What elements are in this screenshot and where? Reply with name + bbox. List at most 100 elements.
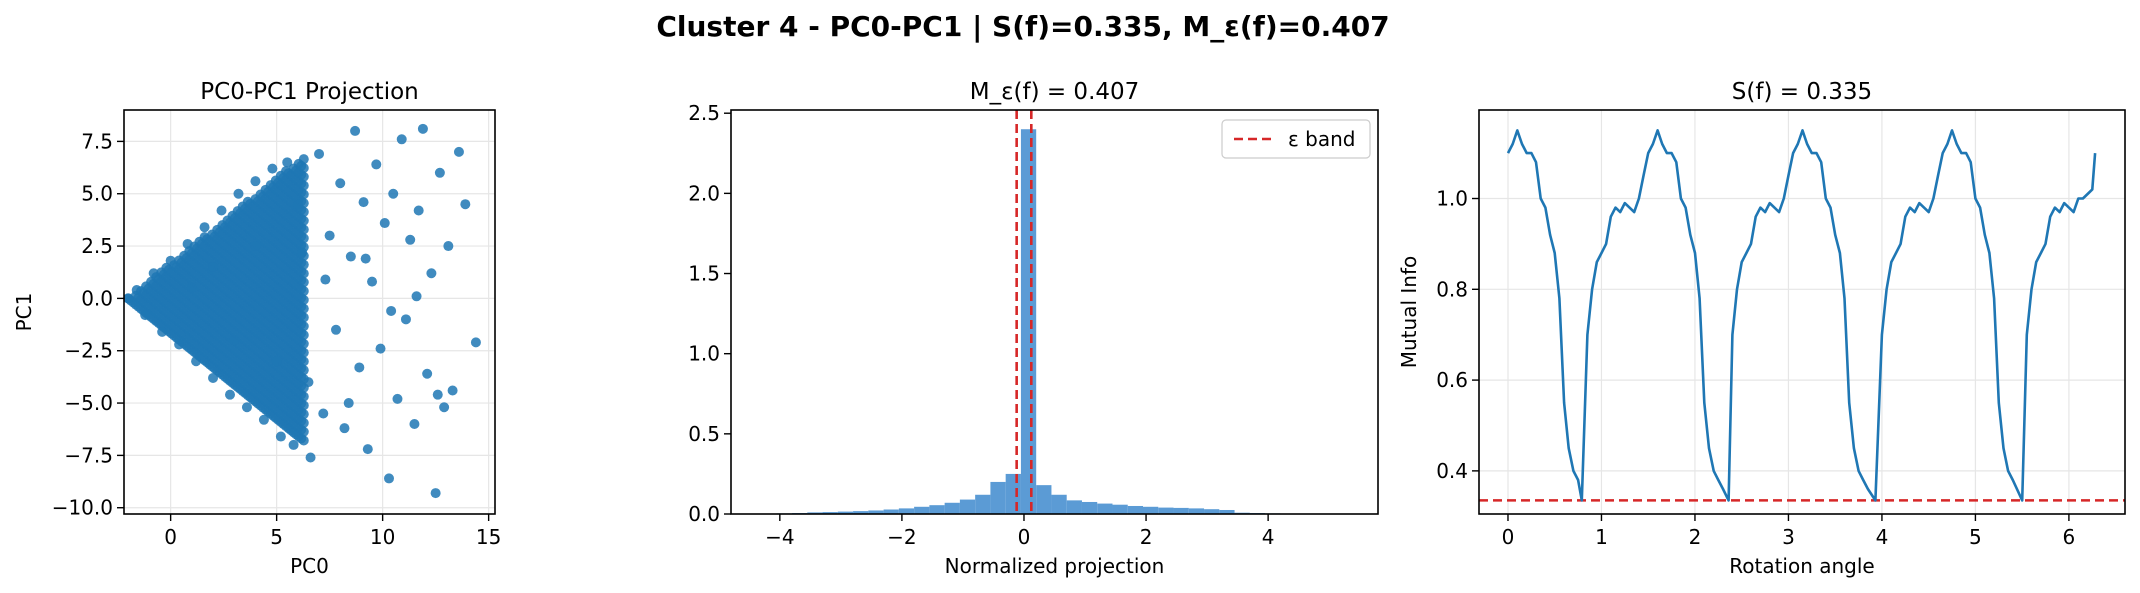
scatter-point (298, 356, 309, 367)
scatter-point (298, 409, 309, 420)
line-x-label: Rotation angle (1729, 554, 1875, 578)
scatter-point (434, 167, 445, 178)
histogram-y-tick-label: 2.5 (688, 101, 720, 125)
scatter-point (298, 189, 309, 200)
mutual-info-line (1506, 129, 2097, 502)
scatter-point (298, 330, 309, 341)
histogram-bar (1081, 501, 1098, 514)
histogram-bar (1051, 494, 1067, 514)
scatter-point (298, 426, 309, 437)
scatter-point (350, 125, 361, 136)
histogram-bar (898, 508, 915, 514)
scatter-point (182, 238, 193, 249)
scatter-point (432, 389, 443, 400)
histogram-bar (1204, 509, 1220, 514)
scatter-point (186, 282, 197, 293)
line-x-ticks: 0 1 2 3 4 5 6 (1502, 514, 2076, 549)
histogram-bar (1005, 473, 1021, 514)
histogram-title: M_ε(f) = 0.407 (970, 79, 1140, 105)
scatter-point (250, 176, 261, 187)
histogram-bar (1112, 504, 1128, 514)
line-x-tick-label: 6 (2063, 525, 2076, 549)
scatter-y-tick-label: 5.0 (81, 182, 113, 206)
scatter-point (314, 148, 325, 159)
scatter-point (275, 431, 286, 442)
histogram-bar (1219, 509, 1235, 514)
scatter-point (443, 241, 454, 252)
scatter-point (460, 199, 471, 210)
histogram-bar (868, 510, 884, 514)
scatter-point (396, 134, 407, 145)
scatter-point (298, 259, 309, 270)
line-y-tick-label: 0.8 (1436, 277, 1468, 301)
scatter-point (208, 372, 219, 383)
line-x-tick-label: 1 (1595, 525, 1608, 549)
scatter-point (422, 368, 433, 379)
histogram-bar (1036, 485, 1052, 514)
scatter-point (384, 473, 394, 484)
scatter-point (298, 417, 309, 428)
histogram-frame (730, 109, 1379, 515)
scatter-y-tick-label: −2.5 (64, 339, 113, 363)
histogram-legend: ε band (1221, 119, 1371, 159)
line-frame (1478, 109, 2126, 515)
histogram-x-ticks: −4 −2 0 2 4 (765, 514, 1274, 549)
scatter-point (298, 268, 309, 279)
scatter-point (409, 418, 420, 429)
scatter-y-ticks: −10.0 −7.5 −5.0 −2.5 0.0 2.5 5.0 7.5 (52, 129, 124, 520)
histogram-bar (929, 505, 945, 514)
scatter-y-tick-label: 0.0 (81, 286, 113, 310)
scatter-x-tick-label: 15 (476, 525, 501, 549)
scatter-point (297, 247, 308, 258)
scatter-point (430, 488, 441, 499)
histogram-y-ticks: 0.0 0.5 1.0 1.5 2.0 2.5 (688, 101, 731, 526)
line-y-tick-label: 0.4 (1436, 459, 1468, 483)
histogram-y-tick-label: 1.5 (688, 262, 720, 286)
scatter-x-tick-label: 10 (370, 525, 395, 549)
scatter-point (362, 444, 373, 455)
scatter-points (123, 123, 481, 499)
histogram-y-tick-label: 0.0 (688, 502, 720, 526)
line-series (1506, 129, 2097, 502)
scatter-point (413, 205, 424, 216)
scatter-point (229, 335, 240, 346)
scatter-point (453, 146, 464, 157)
scatter-point (123, 293, 134, 304)
scatter-point (388, 188, 399, 199)
line-x-tick-label: 4 (1876, 525, 1889, 549)
scatter-point (298, 215, 309, 226)
scatter-y-tick-label: 2.5 (81, 234, 113, 258)
scatter-point (358, 197, 369, 208)
scatter-title: PC0-PC1 Projection (200, 79, 418, 105)
histogram-bar (990, 481, 1006, 514)
scatter-point (298, 400, 309, 411)
scatter-point (250, 241, 261, 252)
histogram-bar (1188, 508, 1205, 514)
scatter-point (298, 321, 309, 332)
scatter-point (216, 205, 227, 216)
scatter-point (298, 171, 309, 182)
histogram-bar (914, 506, 930, 514)
histogram-bar (1127, 505, 1144, 514)
histogram-vlines (1015, 110, 1033, 514)
line-panel: 0 1 2 3 4 5 6 0.4 0.6 0.8 1.0 S(f) = 0.335 Rotati… (1397, 79, 2126, 578)
scatter-point (354, 362, 365, 373)
scatter-point (400, 314, 411, 325)
scatter-point (343, 398, 354, 409)
scatter-point (320, 274, 331, 285)
histogram-bar (959, 499, 976, 514)
scatter-point (298, 206, 309, 217)
histogram-bar (975, 494, 991, 514)
scatter-point (298, 338, 309, 349)
legend-label: ε band (1288, 127, 1356, 151)
histogram-x-tick-label: −4 (765, 525, 794, 549)
scatter-panel: 0 5 10 15 −10.0 −7.5 −5.0 −2.5 0.0 2.5 5.0 7.5 PC0… (12, 79, 501, 578)
scatter-point (371, 159, 382, 170)
line-grid (1479, 110, 2125, 514)
scatter-point (298, 435, 309, 446)
scatter-x-label: PC0 (290, 554, 329, 578)
scatter-frame (123, 109, 496, 515)
scatter-point (199, 222, 210, 233)
scatter-point (303, 377, 314, 388)
scatter-point (258, 414, 269, 425)
